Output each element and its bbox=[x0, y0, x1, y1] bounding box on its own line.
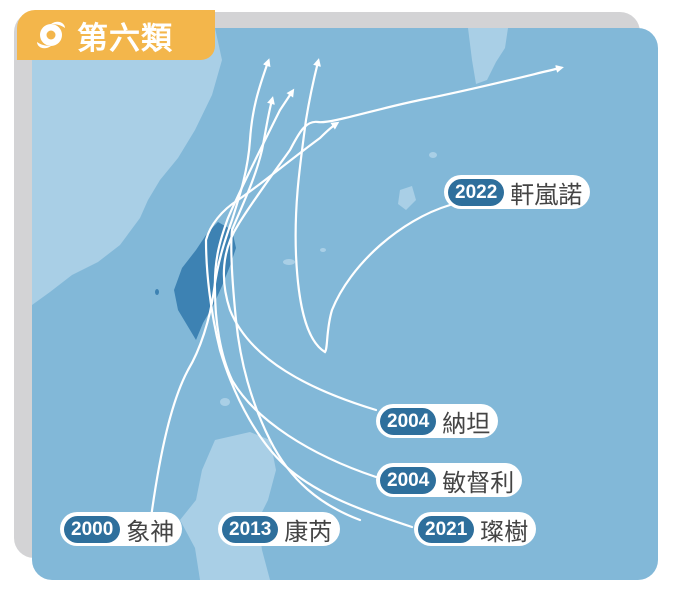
ryukyu-island-small-2 bbox=[283, 259, 295, 265]
track-2000-bilis bbox=[148, 58, 271, 527]
map-panel bbox=[32, 28, 658, 580]
penghu-islands bbox=[155, 289, 159, 295]
storm-name: 象神 bbox=[126, 517, 175, 546]
storm-year: 2000 bbox=[64, 515, 121, 543]
track-2022-rananim bbox=[294, 58, 452, 354]
track-2004-mindulle bbox=[213, 88, 378, 479]
storm-year: 2021 bbox=[418, 515, 475, 543]
storm-year: 2004 bbox=[380, 466, 437, 494]
storm-name: 璨樹 bbox=[480, 517, 529, 546]
storm-name: 軒嵐諾 bbox=[510, 180, 583, 209]
storm-label-mindulle: 2004 敏督利 bbox=[376, 463, 523, 497]
storm-name: 康芮 bbox=[284, 517, 333, 546]
luzon-landmass bbox=[180, 432, 276, 580]
ryukyu-island-small-3 bbox=[320, 248, 326, 252]
storm-year: 2013 bbox=[222, 515, 279, 543]
typhoon-tracks bbox=[148, 58, 564, 529]
storm-label-kong-rey: 2013 康芮 bbox=[218, 512, 341, 546]
track-2004-nari bbox=[222, 65, 564, 412]
storm-label-bilis: 2000 象神 bbox=[60, 512, 183, 546]
ryukyu-island-small-1 bbox=[429, 152, 437, 158]
storm-year: 2004 bbox=[380, 407, 437, 435]
china-landmass bbox=[32, 28, 222, 305]
storm-label-rananim: 2022 軒嵐諾 bbox=[444, 175, 591, 209]
storm-label-chanthu: 2021 璨樹 bbox=[414, 512, 537, 546]
ryukyu-island-okinawa bbox=[398, 186, 416, 210]
kyushu-island bbox=[468, 28, 508, 84]
storm-name: 敏督利 bbox=[442, 468, 515, 497]
track-2021-chanthu bbox=[204, 121, 414, 529]
storm-year: 2022 bbox=[448, 178, 505, 206]
storm-label-nari: 2004 納坦 bbox=[376, 404, 499, 438]
typhoon-icon bbox=[37, 21, 65, 49]
typhoon-track-map bbox=[32, 28, 564, 580]
category-badge: 第六類 bbox=[17, 10, 215, 60]
storm-name: 納坦 bbox=[442, 409, 491, 438]
batanes-islands bbox=[220, 398, 230, 406]
category-title: 第六類 bbox=[77, 20, 173, 57]
taiwan-island bbox=[174, 222, 236, 340]
